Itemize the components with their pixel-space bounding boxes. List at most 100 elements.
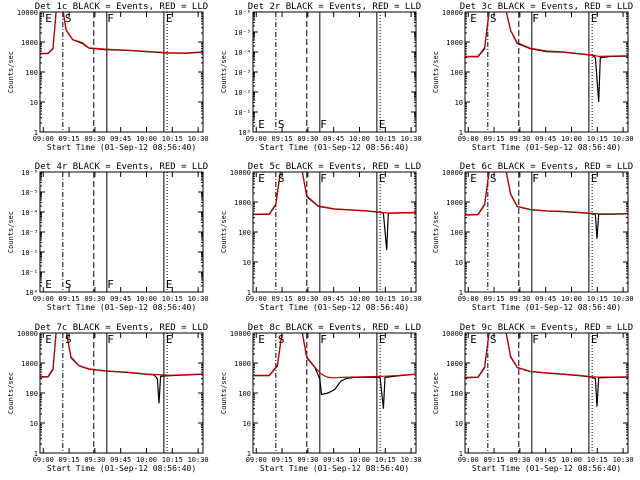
- x-axis-label: Start Time (01-Sep-12 08:56:40): [260, 143, 409, 152]
- plot-frame: [464, 332, 629, 454]
- lld-series-line: [465, 333, 628, 378]
- y-tick-label: 10⁻⁶: [234, 9, 251, 17]
- event-marker-label: S: [490, 172, 497, 185]
- y-tick-label: 10⁻³: [234, 69, 251, 77]
- x-tick-label: 09:45: [323, 135, 344, 143]
- x-tick-label: 10:15: [162, 295, 183, 303]
- y-tick-label: 100: [450, 390, 463, 398]
- event-marker-label: S: [278, 172, 285, 185]
- y-tick-label: 10: [455, 259, 463, 267]
- event-marker-label: E: [45, 278, 52, 291]
- x-tick-label: 09:45: [110, 295, 131, 303]
- x-tick-label: 09:15: [272, 295, 293, 303]
- y-tick-label: 10⁻⁴: [234, 49, 251, 57]
- y-tick-label: 10⁻⁵: [21, 189, 38, 197]
- chart-panel: Det 1c BLACK = Events, RED = LLD 1 10 100 10…: [7, 2, 209, 152]
- lld-series-line: [40, 12, 203, 54]
- x-tick-label: 09:45: [323, 456, 344, 464]
- y-tick-label: 1000: [21, 360, 38, 368]
- y-tick-label: 10: [455, 420, 463, 428]
- x-tick-label: 10:15: [375, 295, 396, 303]
- x-tick-label: 09:30: [297, 295, 318, 303]
- chart-panel: Det 5c BLACK = Events, RED = LLD 1 10 100 10…: [220, 162, 422, 312]
- y-tick-label: 10000: [442, 9, 463, 17]
- x-tick-label: 09:45: [535, 295, 556, 303]
- x-tick-label: 09:00: [33, 456, 54, 464]
- x-tick-label: 10:00: [136, 295, 157, 303]
- chart-panel: Det 6c BLACK = Events, RED = LLD 1 10 100 10…: [432, 162, 634, 312]
- event-marker-label: F: [532, 12, 539, 25]
- x-tick-label: 09:00: [246, 135, 267, 143]
- x-tick-label: 10:30: [401, 295, 422, 303]
- x-axis-label: Start Time (01-Sep-12 08:56:40): [47, 464, 196, 473]
- y-tick-label: 10000: [442, 330, 463, 338]
- y-tick-label: 10⁻¹: [21, 269, 38, 277]
- event-marker-label: E: [591, 333, 598, 346]
- plot-frame: [464, 11, 629, 133]
- x-tick-label: 09:15: [484, 135, 505, 143]
- chart-panel: Det 9c BLACK = Events, RED = LLD 1 10 100 10…: [432, 323, 634, 473]
- plot-frame: [39, 332, 204, 454]
- x-tick-label: 09:00: [246, 295, 267, 303]
- chart-title: Det 5c BLACK = Events, RED = LLD: [248, 162, 421, 172]
- event-marker-label: E: [258, 118, 265, 131]
- x-tick-label: 10:15: [587, 295, 608, 303]
- chart-title: Det 1c BLACK = Events, RED = LLD: [35, 2, 208, 12]
- x-tick-label: 09:45: [110, 135, 131, 143]
- plot-frame: [464, 171, 629, 293]
- y-tick-label: 100: [238, 390, 251, 398]
- x-tick-label: 09:15: [272, 456, 293, 464]
- y-tick-label: 100: [25, 390, 38, 398]
- x-tick-label: 09:00: [458, 295, 479, 303]
- x-tick-label: 10:15: [587, 456, 608, 464]
- x-tick-label: 09:15: [484, 456, 505, 464]
- x-tick-label: 10:00: [561, 456, 582, 464]
- chart-title: Det 6c BLACK = Events, RED = LLD: [460, 162, 633, 172]
- chart-title: Det 9c BLACK = Events, RED = LLD: [460, 323, 633, 333]
- event-marker-label: F: [107, 278, 114, 291]
- event-marker-label: F: [320, 172, 327, 185]
- y-tick-label: 10: [30, 99, 38, 107]
- event-marker-label: E: [166, 278, 173, 291]
- y-tick-label: 100: [450, 69, 463, 77]
- plot-frame: [39, 171, 204, 293]
- y-tick-label: 10000: [442, 169, 463, 177]
- x-tick-label: 09:15: [484, 295, 505, 303]
- event-marker-label: E: [379, 118, 386, 131]
- y-tick-label: 100: [25, 69, 38, 77]
- y-axis-label: Counts/sec: [220, 51, 228, 93]
- y-tick-label: 10: [243, 259, 251, 267]
- plot-frame: [252, 11, 417, 133]
- x-tick-label: 09:00: [33, 135, 54, 143]
- y-tick-label: 100: [450, 229, 463, 237]
- y-tick-label: 10⁻³: [21, 229, 38, 237]
- chart-title: Det 2r BLACK = Events, RED = LLD: [248, 2, 421, 12]
- y-tick-label: 1000: [234, 199, 251, 207]
- y-tick-label: 1: [459, 129, 463, 137]
- event-marker-label: E: [591, 12, 598, 25]
- event-marker-label: S: [278, 333, 285, 346]
- x-tick-label: 09:00: [458, 135, 479, 143]
- x-tick-label: 09:30: [509, 295, 530, 303]
- chart-title: Det 8c BLACK = Events, RED = LLD: [248, 323, 421, 333]
- x-tick-label: 09:15: [59, 135, 80, 143]
- x-axis-label: Start Time (01-Sep-12 08:56:40): [260, 464, 409, 473]
- event-marker-label: E: [166, 12, 173, 25]
- event-marker-label: S: [65, 12, 72, 25]
- chart-panel: Det 7c BLACK = Events, RED = LLD 1 10 100 10…: [7, 323, 209, 473]
- x-tick-label: 09:15: [272, 135, 293, 143]
- events-series-line: [253, 333, 416, 409]
- x-tick-label: 09:15: [59, 295, 80, 303]
- y-axis-label: Counts/sec: [432, 372, 440, 414]
- x-tick-label: 09:45: [535, 456, 556, 464]
- y-tick-label: 1: [34, 450, 38, 458]
- x-tick-label: 09:45: [323, 295, 344, 303]
- x-tick-label: 10:00: [561, 295, 582, 303]
- y-tick-label: 10: [243, 420, 251, 428]
- y-tick-label: 1: [247, 450, 251, 458]
- event-marker-label: E: [379, 172, 386, 185]
- y-axis-label: Counts/sec: [432, 51, 440, 93]
- y-axis-label: Counts/sec: [220, 211, 228, 253]
- x-tick-label: 10:30: [188, 456, 209, 464]
- plot-frame: [252, 332, 417, 454]
